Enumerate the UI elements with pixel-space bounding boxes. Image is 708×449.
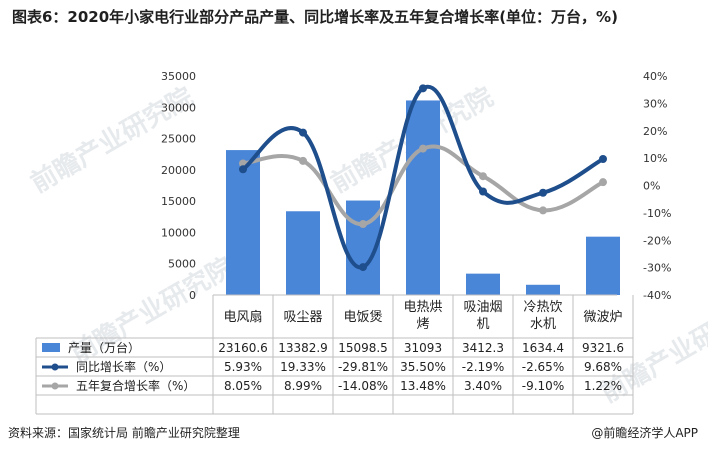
left-axis-tick-label: 10000 xyxy=(161,226,196,239)
data-label: 8.99% xyxy=(284,379,322,393)
chart-title: 图表6：2020年小家电行业部分产品产量、同比增长率及五年复合增长率(单位：万台… xyxy=(12,8,618,26)
yoy-point xyxy=(539,188,547,197)
data-label: 13382.9 xyxy=(278,341,328,355)
legend-label: 五年复合增长率（%） xyxy=(76,378,195,393)
data-label: -2.19% xyxy=(462,360,504,374)
legend-key-marker xyxy=(51,382,59,390)
data-label: 19.33% xyxy=(280,360,326,374)
bar xyxy=(406,100,440,295)
data-label: 13.48% xyxy=(400,379,446,393)
left-axis-tick-label: 0 xyxy=(189,289,196,302)
yoy-point xyxy=(299,128,307,137)
bar xyxy=(586,236,620,295)
right-axis-tick-label: -20% xyxy=(643,234,671,247)
left-axis-tick-label: 30000 xyxy=(161,101,196,114)
data-label: -14.08% xyxy=(338,379,388,393)
data-label: 23160.6 xyxy=(218,341,268,355)
right-axis-tick-label: 40% xyxy=(643,70,667,83)
cagr-point xyxy=(419,144,427,153)
left-axis-tick-label: 15000 xyxy=(161,195,196,208)
category-label: 机 xyxy=(476,317,489,332)
data-label: 1.22% xyxy=(584,379,622,393)
cagr-point xyxy=(539,206,547,215)
data-label: 8.05% xyxy=(224,379,262,393)
category-label: 电热烘 xyxy=(403,300,442,315)
category-label: 电饭煲 xyxy=(343,309,382,325)
bar xyxy=(526,284,560,295)
data-label: 9321.6 xyxy=(582,341,624,355)
data-label: -9.10% xyxy=(522,379,564,393)
left-axis-tick-label: 5000 xyxy=(168,258,196,271)
right-axis-tick-label: -30% xyxy=(643,262,671,275)
right-axis-tick-label: 30% xyxy=(643,97,667,110)
category-label: 电风扇 xyxy=(223,309,262,325)
data-label: 35.50% xyxy=(400,360,446,374)
yoy-point xyxy=(599,155,607,164)
category-label: 吸油烟 xyxy=(463,300,502,315)
right-axis-tick-label: 10% xyxy=(643,152,667,165)
brand-note: @前瞻经济学人APP xyxy=(591,426,698,440)
data-label: 31093 xyxy=(404,341,442,355)
data-label: 1634.4 xyxy=(522,341,564,355)
right-axis-tick-label: -10% xyxy=(643,207,671,220)
bar xyxy=(226,150,260,295)
cagr-point xyxy=(479,172,487,181)
yoy-point xyxy=(479,187,487,196)
data-label: 3412.3 xyxy=(462,341,504,355)
legend-label: 产量（万台） xyxy=(68,340,140,355)
category-label: 微波炉 xyxy=(583,310,622,325)
cagr-point xyxy=(599,178,607,187)
data-label: -2.65% xyxy=(522,360,564,374)
yoy-point xyxy=(239,165,247,174)
data-label: -29.81% xyxy=(338,360,388,374)
right-axis-tick-label: 20% xyxy=(643,125,667,138)
data-label: 5.93% xyxy=(224,360,262,374)
legend-key-bar xyxy=(42,343,60,352)
right-axis-tick-label: -40% xyxy=(643,289,671,302)
legend-key-marker xyxy=(51,363,59,371)
data-label: 3.40% xyxy=(464,379,502,393)
left-axis-tick-label: 25000 xyxy=(161,133,196,146)
left-axis-tick-label: 35000 xyxy=(161,70,196,83)
yoy-point xyxy=(419,84,427,93)
bar xyxy=(286,211,320,295)
category-label: 水机 xyxy=(530,317,556,332)
yoy-line xyxy=(241,84,605,270)
legend-label: 同比增长率（%） xyxy=(76,359,171,374)
data-label: 9.68% xyxy=(584,360,622,374)
category-label: 烤 xyxy=(416,317,429,332)
yoy-point xyxy=(359,263,367,272)
data-label: 15098.5 xyxy=(338,341,388,355)
cagr-point xyxy=(299,156,307,165)
category-label: 吸尘器 xyxy=(283,310,322,325)
right-axis-tick-label: 0% xyxy=(643,180,660,193)
bar xyxy=(466,273,500,295)
source-note: 资料来源：国家统计局 前瞻产业研究院整理 xyxy=(8,426,240,440)
cagr-point xyxy=(359,220,367,229)
category-label: 冷热饮 xyxy=(523,300,562,315)
left-axis-tick-label: 20000 xyxy=(161,164,196,177)
